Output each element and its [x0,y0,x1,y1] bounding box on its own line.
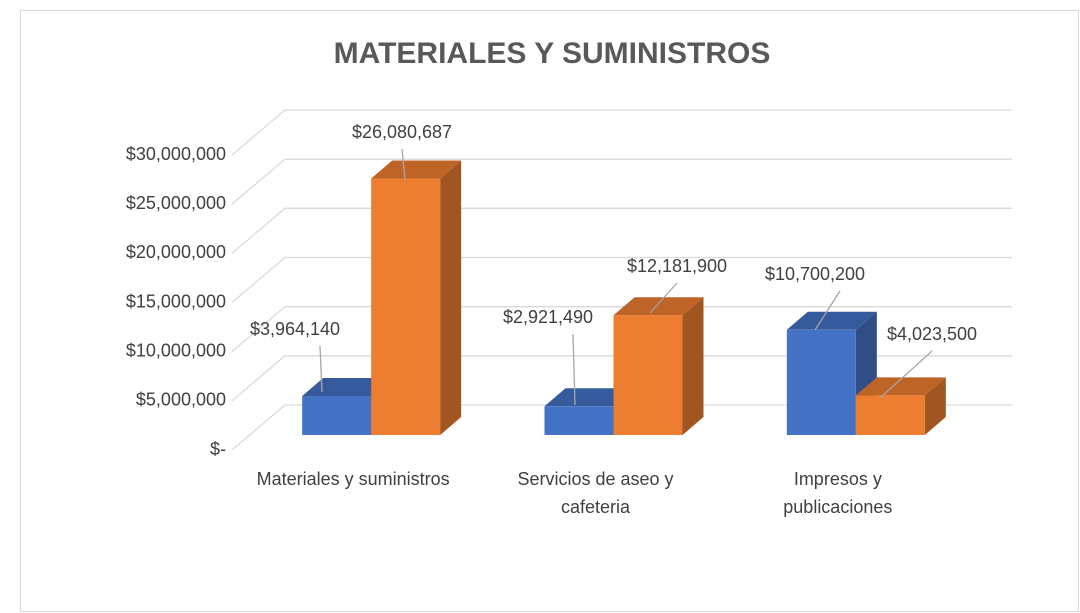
x-tick-label: Materiales y suministros [256,469,450,489]
y-tick-label: $15,000,000 [126,291,226,311]
bar [544,406,614,435]
leader-line [572,333,576,406]
bar-top [544,388,635,407]
bar-side [924,377,946,435]
grid-line [231,158,1012,205]
y-tick-label: $20,000,000 [126,242,226,262]
grid-line [231,404,1012,451]
y-tick-label: $30,000,000 [126,144,226,164]
grid-line [231,256,1012,303]
data-label: $2,921,490 [503,307,593,327]
y-tick-label: $5,000,000 [136,390,226,410]
grid-line [231,207,1012,254]
leader-line [319,345,323,393]
grid-line [231,355,1012,402]
data-label: $4,023,500 [887,324,977,344]
bar-side [682,297,704,435]
leader-line [649,282,678,314]
leader-line [879,350,933,399]
bar-top [302,378,393,397]
grid-line [231,306,1012,353]
y-tick-label: $10,000,000 [126,340,226,360]
y-tick-label: $25,000,000 [126,193,226,213]
bar-side [440,160,462,435]
leader-line [814,290,841,331]
bar-top [786,311,877,330]
data-label: $10,700,200 [765,264,865,284]
data-label: $26,080,687 [352,122,452,142]
leader-line [401,148,406,181]
bar [371,178,441,435]
chart-border [20,10,1079,612]
data-label: $3,964,140 [250,319,340,339]
chart-title: MATERIALES Y SUMINISTROS [334,37,771,70]
bar [613,315,683,435]
bar [786,329,856,435]
bar [302,396,372,435]
bar-top [371,160,462,179]
data-label: $12,181,900 [627,256,727,276]
bar [855,395,925,435]
x-tick-label: Impresos y publicaciones [783,469,893,517]
bar-top [855,377,946,396]
grid-line [231,109,1012,156]
y-tick-label: $- [210,439,226,459]
x-tick-label: Servicios de aseo y cafeteria [517,469,674,517]
bar-top [613,297,704,316]
